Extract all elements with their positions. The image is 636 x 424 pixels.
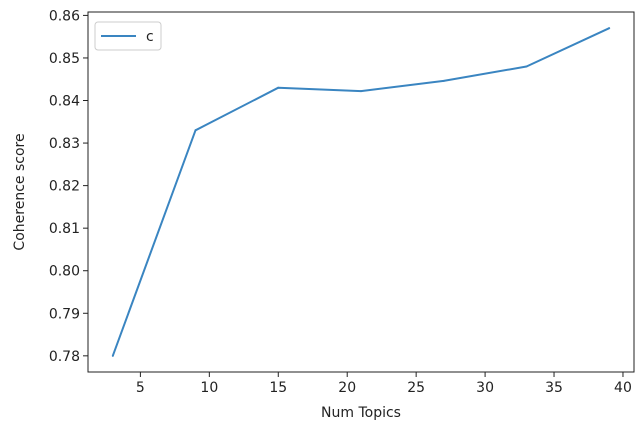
series-line-c (111, 27, 610, 357)
x-tick-label: 25 (407, 380, 425, 396)
x-tick-label: 30 (476, 380, 494, 396)
data-point (111, 354, 114, 357)
y-axis-ticks: 0.78 0.79 0.80 0.81 0.82 0.83 0.84 0.85 0.86 (49, 8, 88, 365)
data-point (608, 27, 611, 30)
data-point (360, 90, 362, 93)
x-tick-label: 15 (269, 380, 287, 396)
x-tick-label: 10 (200, 380, 218, 396)
y-tick-label: 0.82 (49, 179, 80, 195)
legend: c (94, 21, 162, 51)
plot-area-frame (87, 11, 635, 373)
x-tick-label: 35 (545, 380, 563, 396)
data-point (194, 129, 197, 132)
series-layer (111, 27, 611, 357)
y-tick-label: 0.83 (49, 136, 80, 152)
y-tick-label: 0.85 (49, 51, 80, 67)
y-tick-label: 0.84 (49, 94, 80, 110)
x-tick-label: 40 (614, 380, 632, 396)
data-point (442, 79, 445, 82)
x-axis-ticks: 5 10 15 20 25 30 35 40 (136, 372, 632, 396)
data-point (277, 86, 280, 89)
y-tick-label: 0.86 (49, 8, 80, 24)
x-tick-label: 20 (338, 380, 356, 396)
x-tick-label: 5 (136, 380, 145, 396)
y-tick-label: 0.79 (49, 306, 80, 322)
data-point (525, 65, 528, 68)
x-axis-label: Num Topics (321, 405, 401, 421)
y-tick-label: 0.81 (49, 221, 80, 237)
legend-label-c: c (146, 29, 154, 45)
y-tick-label: 0.78 (49, 349, 80, 365)
y-tick-label: 0.80 (49, 264, 80, 280)
y-axis-label: Coherence score (12, 133, 28, 250)
